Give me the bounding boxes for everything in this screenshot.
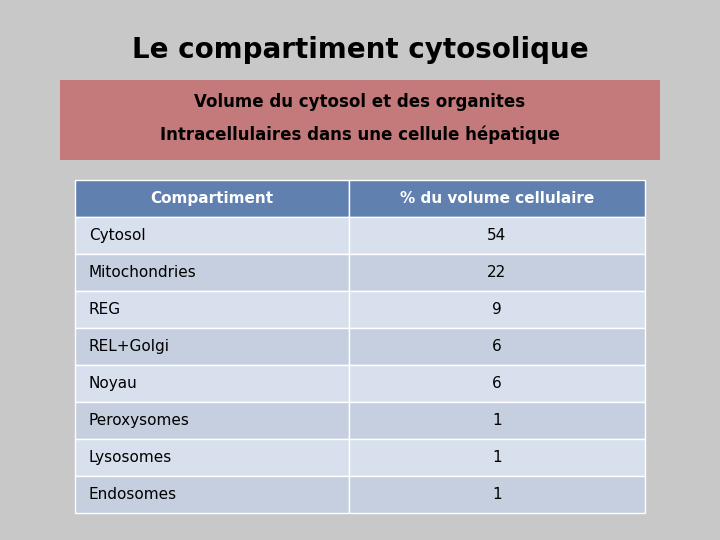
Text: Noyau: Noyau	[89, 376, 138, 391]
Text: Endosomes: Endosomes	[89, 487, 177, 502]
Text: Lysosomes: Lysosomes	[89, 450, 172, 465]
Text: 22: 22	[487, 265, 506, 280]
FancyBboxPatch shape	[75, 328, 348, 365]
FancyBboxPatch shape	[348, 402, 645, 439]
Text: REL+Golgi: REL+Golgi	[89, 339, 170, 354]
FancyBboxPatch shape	[348, 254, 645, 291]
FancyBboxPatch shape	[348, 439, 645, 476]
FancyBboxPatch shape	[75, 402, 348, 439]
FancyBboxPatch shape	[75, 291, 348, 328]
FancyBboxPatch shape	[348, 476, 645, 513]
FancyBboxPatch shape	[75, 217, 348, 254]
FancyBboxPatch shape	[348, 217, 645, 254]
Text: Compartiment: Compartiment	[150, 191, 274, 206]
Text: 9: 9	[492, 302, 502, 317]
FancyBboxPatch shape	[348, 365, 645, 402]
FancyBboxPatch shape	[348, 180, 645, 217]
Text: 1: 1	[492, 413, 502, 428]
FancyBboxPatch shape	[60, 80, 660, 160]
Text: 1: 1	[492, 450, 502, 465]
Text: Intracellulaires dans une cellule hépatique: Intracellulaires dans une cellule hépati…	[160, 126, 560, 144]
Text: % du volume cellulaire: % du volume cellulaire	[400, 191, 594, 206]
Text: Volume du cytosol et des organites: Volume du cytosol et des organites	[194, 93, 526, 111]
FancyBboxPatch shape	[75, 365, 348, 402]
FancyBboxPatch shape	[348, 291, 645, 328]
Text: Cytosol: Cytosol	[89, 228, 145, 243]
FancyBboxPatch shape	[75, 439, 348, 476]
FancyBboxPatch shape	[348, 328, 645, 365]
Text: Le compartiment cytosolique: Le compartiment cytosolique	[132, 36, 588, 64]
Text: Peroxysomes: Peroxysomes	[89, 413, 190, 428]
FancyBboxPatch shape	[75, 254, 348, 291]
FancyBboxPatch shape	[75, 476, 348, 513]
Text: 54: 54	[487, 228, 506, 243]
Text: 6: 6	[492, 339, 502, 354]
FancyBboxPatch shape	[75, 180, 348, 217]
Text: REG: REG	[89, 302, 121, 317]
Text: 1: 1	[492, 487, 502, 502]
Text: 6: 6	[492, 376, 502, 391]
Text: Mitochondries: Mitochondries	[89, 265, 197, 280]
